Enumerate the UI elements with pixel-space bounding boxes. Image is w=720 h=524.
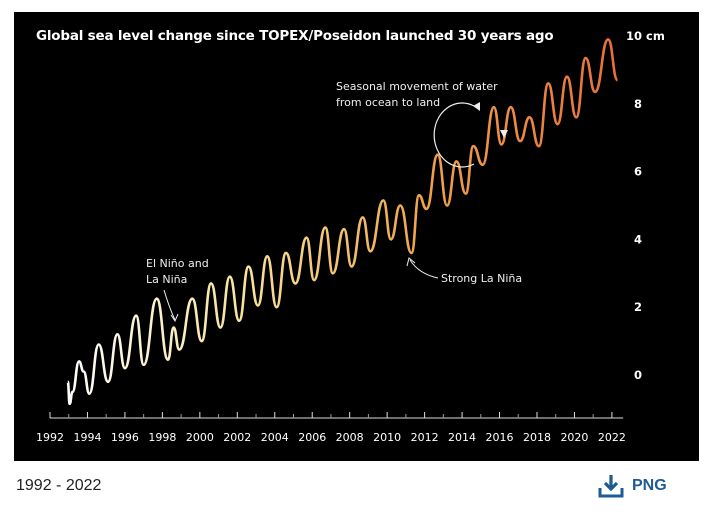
x-tick-label: 2004 <box>261 431 289 444</box>
y-tick-label: 6 <box>634 165 642 179</box>
annotation-text: from ocean to land <box>336 96 440 109</box>
annotation-text: La Niña <box>146 273 187 286</box>
download-icon <box>598 475 624 498</box>
y-tick-label: 8 <box>634 97 642 111</box>
date-range-label: 1992 - 2022 <box>16 477 102 494</box>
annotation-text: Seasonal movement of water <box>336 80 498 93</box>
x-tick-label: 2014 <box>448 431 476 444</box>
annotation-text: El Niño and <box>146 257 209 270</box>
y-tick-label: 10 cm <box>626 29 665 43</box>
x-tick-label: 1992 <box>36 431 64 444</box>
x-tick-label: 1996 <box>111 431 139 444</box>
x-tick-label: 1998 <box>148 431 176 444</box>
annotation-arrowhead <box>500 130 508 138</box>
annotation-arrowhead <box>406 257 416 267</box>
annotation-arrowhead <box>170 313 179 323</box>
y-tick-label: 0 <box>634 368 642 382</box>
annotation-text: Strong La Niña <box>441 272 522 285</box>
annotation-arrow <box>409 259 439 279</box>
chart-title: Global sea level change since TOPEX/Pose… <box>36 28 554 44</box>
sea-level-chart: 1992 1994 1996 1998 2000 2002 2004 2006 2008 2010… <box>36 29 665 444</box>
annotation-arrowhead <box>473 102 480 111</box>
x-tick-label: 2002 <box>223 431 251 444</box>
x-tick-label: 2018 <box>523 431 551 444</box>
x-tick-label: 2012 <box>411 431 439 444</box>
x-tick-label: 2020 <box>560 431 588 444</box>
y-tick-label: 4 <box>634 232 642 246</box>
download-png-button[interactable]: PNG <box>598 474 667 498</box>
x-tick-label: 2000 <box>186 431 214 444</box>
x-tick-label: 2010 <box>373 431 401 444</box>
chart-panel: 1992 1994 1996 1998 2000 2002 2004 2006 2008 2010… <box>14 12 699 461</box>
x-tick-label: 1994 <box>73 431 101 444</box>
x-tick-label: 2022 <box>598 431 626 444</box>
sea-level-line <box>66 38 619 406</box>
x-tick-label: 2016 <box>486 431 514 444</box>
seasonal-cycle-arrow <box>433 102 475 168</box>
x-tick-label: 2008 <box>336 431 364 444</box>
y-tick-label: 2 <box>634 300 642 314</box>
download-png-label: PNG <box>632 477 667 494</box>
annotation-arrow <box>163 289 176 321</box>
x-tick-label: 2006 <box>298 431 326 444</box>
